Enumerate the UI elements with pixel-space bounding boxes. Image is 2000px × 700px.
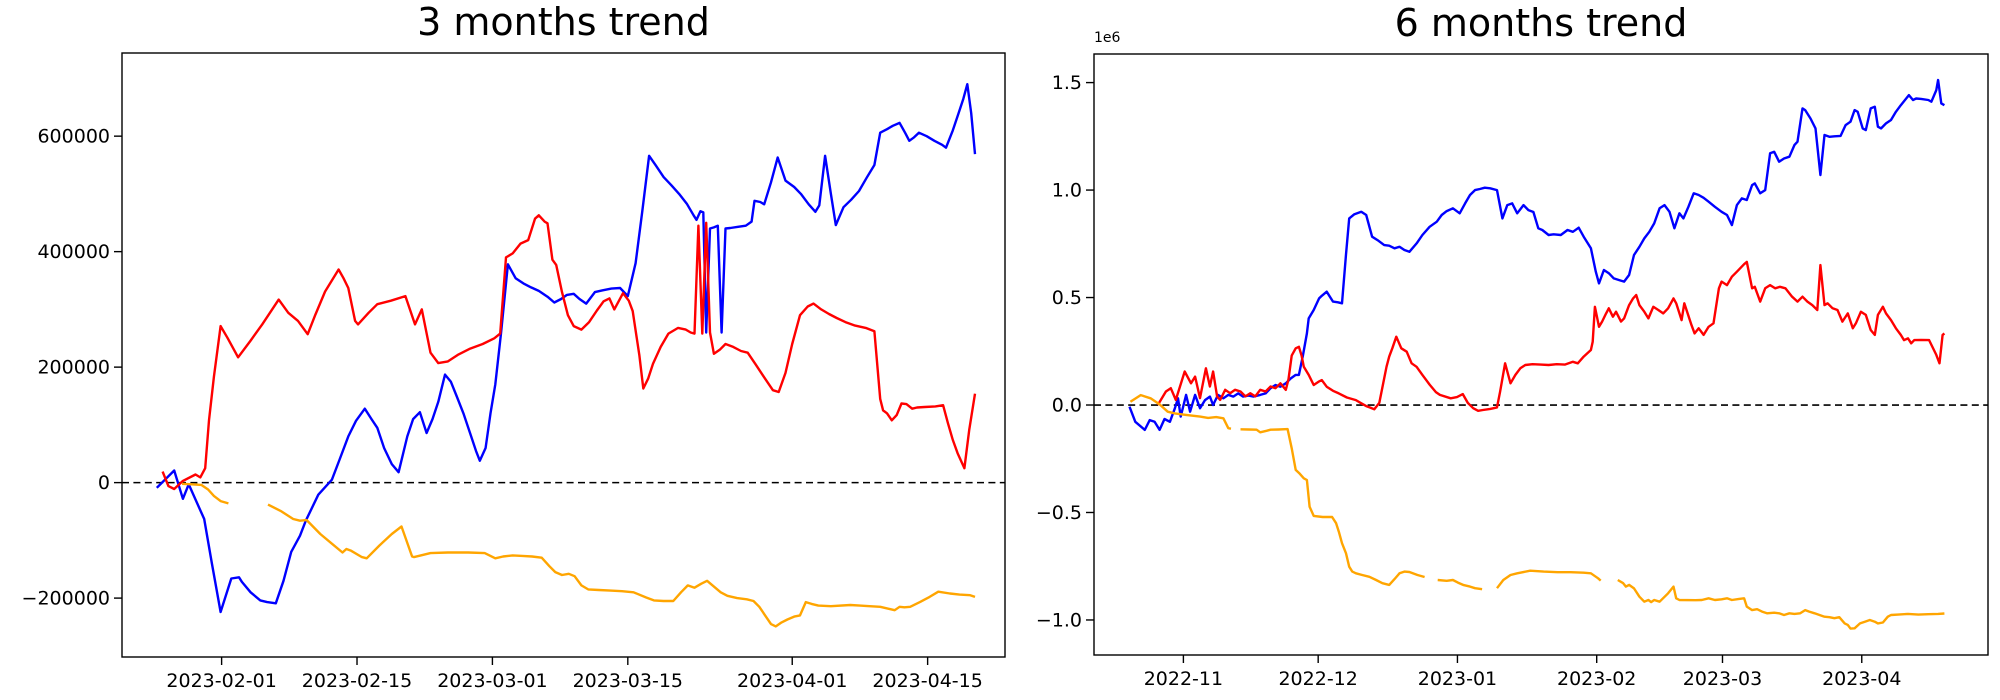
- y-tick-label: 600000: [37, 126, 110, 148]
- series-line-orange: [1496, 569, 1602, 589]
- y-tick-label: −1.0: [1036, 609, 1082, 631]
- x-tick-label: 2023-04-01: [737, 670, 847, 692]
- series-line-orange: [1437, 578, 1483, 591]
- x-tick-label: 2023-02-15: [302, 670, 412, 692]
- x-tick-label: 2023-02: [1557, 668, 1636, 690]
- x-tick-label: 2023-03-01: [437, 670, 547, 692]
- x-tick-label: 2023-04-15: [872, 670, 982, 692]
- x-tick-label: 2023-03-15: [573, 670, 683, 692]
- y-tick-label: 0.5: [1052, 287, 1082, 309]
- series-line-blue: [155, 83, 977, 614]
- series-line-orange: [181, 482, 229, 505]
- y-tick-label: 400000: [37, 241, 110, 263]
- y-tick-label: 0.0: [1052, 395, 1082, 417]
- y-tick-label: 1.5: [1052, 72, 1082, 94]
- x-tick-label: 2023-01: [1418, 668, 1497, 690]
- x-tick-label: 2022-12: [1278, 668, 1357, 690]
- series-line-blue: [1128, 78, 1946, 432]
- series-line-red: [161, 214, 977, 491]
- y-tick-label: −0.5: [1036, 502, 1082, 524]
- plot-area-3-months: 2023-02-01 2023-02-15 2023-03-01 2023-03-15…: [22, 52, 1006, 692]
- y-tick-label: 0: [98, 472, 110, 494]
- x-tick-label: 2023-04: [1822, 668, 1901, 690]
- chart-title: 6 months trend: [1394, 1, 1688, 45]
- x-tick-label: 2023-03: [1683, 668, 1762, 690]
- series-line-orange: [1617, 578, 1945, 630]
- plot-border: [1093, 53, 1989, 656]
- y-tick-label: 200000: [37, 357, 110, 379]
- x-tick-label: 2023-02-01: [166, 670, 276, 692]
- series-line-orange: [267, 503, 976, 628]
- series-line-orange: [1129, 393, 1232, 430]
- chart-title: 3 months trend: [417, 0, 710, 44]
- chart-6-months-trend: 6 months trend 1e6 2022-11 2022-12 2023-01…: [1010, 0, 2000, 700]
- plot-border: [121, 52, 1006, 658]
- x-tick-label: 2022-11: [1144, 668, 1223, 690]
- series-line-orange: [1240, 427, 1425, 587]
- y-axis-offset-label: 1e6: [1094, 30, 1121, 46]
- y-tick-label: −200000: [22, 588, 110, 610]
- plot-area-6-months: 2022-11 2022-12 2023-01 2023-02 2023-03 2023-…: [1036, 53, 1989, 690]
- y-tick-label: 1.0: [1052, 180, 1082, 202]
- chart-3-months-trend: 3 months trend 2023-02-01 2023-02-15 2023-…: [22, 0, 1006, 692]
- series-line-red: [1156, 260, 1946, 412]
